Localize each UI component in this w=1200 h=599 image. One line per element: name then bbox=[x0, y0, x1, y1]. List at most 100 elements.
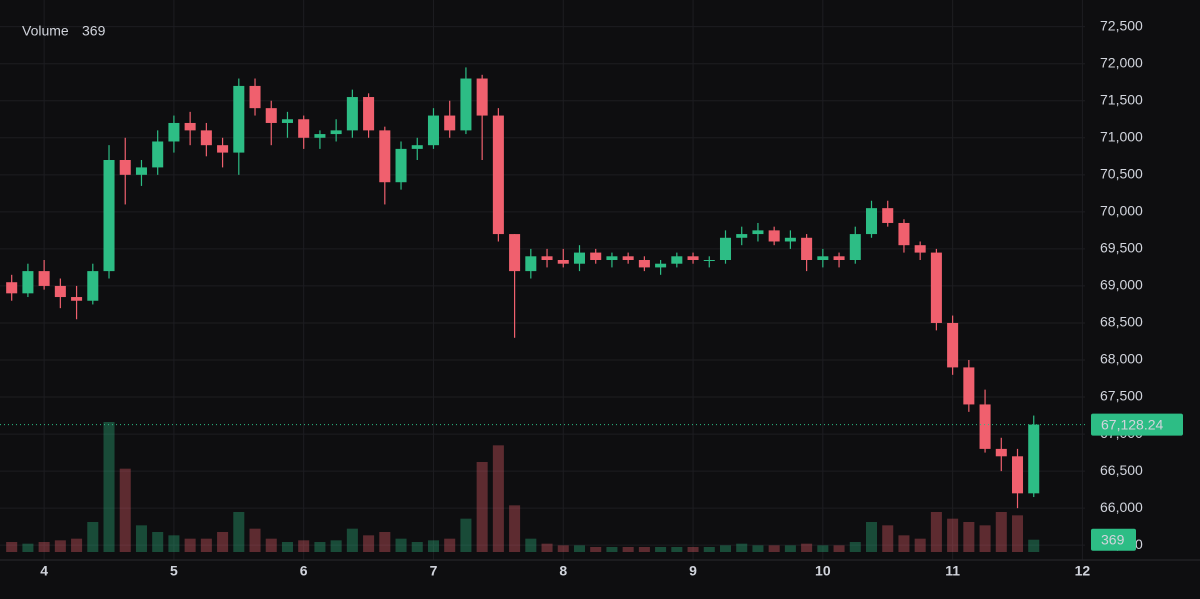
volume-bar bbox=[135, 525, 147, 552]
candle-body bbox=[849, 234, 861, 260]
candle-body bbox=[1011, 456, 1024, 494]
volume-bar bbox=[736, 543, 748, 552]
candle-body bbox=[119, 160, 131, 175]
candle-body bbox=[736, 234, 748, 238]
volume-bar bbox=[71, 538, 83, 552]
volume-bar bbox=[1028, 539, 1040, 552]
y-tick-label: 69,500 bbox=[1100, 240, 1143, 256]
x-tick-label: 9 bbox=[689, 563, 697, 579]
candle-body bbox=[622, 256, 634, 260]
volume-bar bbox=[606, 547, 618, 552]
volume-bar bbox=[119, 468, 131, 552]
volume-bar bbox=[865, 522, 878, 552]
volume-bar bbox=[833, 545, 845, 552]
volume-bar bbox=[411, 542, 423, 552]
candle-body bbox=[655, 263, 667, 268]
candle-body bbox=[444, 115, 456, 131]
x-tick-label: 6 bbox=[300, 563, 308, 579]
candle-body bbox=[217, 145, 229, 153]
volume-bar bbox=[719, 545, 732, 552]
volume-bar bbox=[217, 532, 229, 552]
candle-body bbox=[314, 134, 326, 138]
candle-body bbox=[233, 85, 245, 153]
volume-bar bbox=[54, 540, 66, 552]
volume-bar bbox=[379, 532, 391, 552]
volume-bar bbox=[752, 545, 764, 552]
volume-bar bbox=[995, 512, 1007, 552]
volume-legend: Volume bbox=[22, 23, 69, 39]
volume-bar bbox=[427, 540, 439, 552]
candle-body bbox=[22, 271, 34, 294]
volume-bar bbox=[509, 505, 521, 552]
volume-bar bbox=[573, 545, 586, 552]
candle-body bbox=[38, 271, 50, 286]
candle-body bbox=[168, 122, 180, 142]
candle-body bbox=[184, 122, 196, 131]
volume-bar bbox=[38, 542, 50, 552]
volume-bar bbox=[460, 518, 472, 552]
volume-bar bbox=[622, 547, 634, 552]
candle-body bbox=[460, 78, 472, 131]
x-tick-label: 7 bbox=[430, 563, 438, 579]
candle-body bbox=[395, 148, 407, 183]
volume-label: 369 bbox=[1101, 531, 1125, 547]
x-tick-label: 12 bbox=[1075, 563, 1091, 579]
volume-bar bbox=[395, 538, 407, 552]
candle-body bbox=[427, 115, 439, 146]
y-tick-label: 71,000 bbox=[1100, 128, 1143, 144]
y-tick-label: 66,500 bbox=[1100, 462, 1143, 478]
volume-bar bbox=[914, 538, 926, 552]
price-label: 67,128.24 bbox=[1101, 416, 1163, 432]
y-tick-label: 72,500 bbox=[1100, 17, 1143, 33]
volume-bar bbox=[249, 528, 261, 552]
candle-body bbox=[671, 256, 683, 264]
candle-body bbox=[379, 130, 391, 183]
volume-bar bbox=[152, 532, 164, 552]
volume-bar bbox=[979, 525, 991, 552]
candle-body bbox=[509, 234, 521, 272]
candle-body bbox=[590, 252, 602, 260]
volume-bar bbox=[703, 547, 715, 552]
x-tick-label: 5 bbox=[170, 563, 178, 579]
x-tick-label: 8 bbox=[559, 563, 567, 579]
volume-bar bbox=[6, 542, 18, 552]
volume-bar bbox=[557, 545, 569, 552]
candle-body bbox=[784, 237, 796, 242]
volume-bar bbox=[671, 547, 683, 552]
candle-body bbox=[152, 141, 164, 168]
volume-bar bbox=[541, 543, 553, 552]
candle-body bbox=[833, 256, 845, 260]
candle-body bbox=[801, 237, 813, 260]
candle-body bbox=[346, 97, 358, 131]
candle-body bbox=[817, 256, 829, 260]
candle-body bbox=[87, 271, 99, 301]
candle-body bbox=[476, 78, 488, 116]
candle-body bbox=[1028, 424, 1040, 494]
candle-body bbox=[411, 145, 423, 149]
candle-body bbox=[541, 256, 553, 260]
candle-body bbox=[963, 367, 975, 405]
volume-bar bbox=[768, 545, 780, 552]
candle-body bbox=[103, 160, 115, 272]
candle-body bbox=[492, 115, 504, 235]
candle-body bbox=[995, 448, 1007, 457]
volume-bar bbox=[330, 540, 342, 552]
volume-bar bbox=[184, 538, 196, 552]
y-tick-label: 66,000 bbox=[1100, 499, 1143, 515]
y-tick-label: 67,500 bbox=[1100, 388, 1143, 404]
volume-bar bbox=[882, 525, 894, 552]
candle-body bbox=[752, 230, 764, 235]
candle-body bbox=[135, 167, 147, 175]
candle-body bbox=[249, 85, 261, 109]
y-tick-label: 68,000 bbox=[1100, 351, 1143, 367]
candle-body bbox=[525, 256, 537, 272]
volume-bar bbox=[265, 538, 277, 552]
volume-bar bbox=[687, 547, 699, 552]
candle-body bbox=[330, 130, 342, 135]
volume-bar bbox=[314, 542, 326, 552]
volume-bar bbox=[784, 545, 796, 552]
volume-bar bbox=[444, 538, 456, 552]
candle-body bbox=[768, 230, 780, 242]
